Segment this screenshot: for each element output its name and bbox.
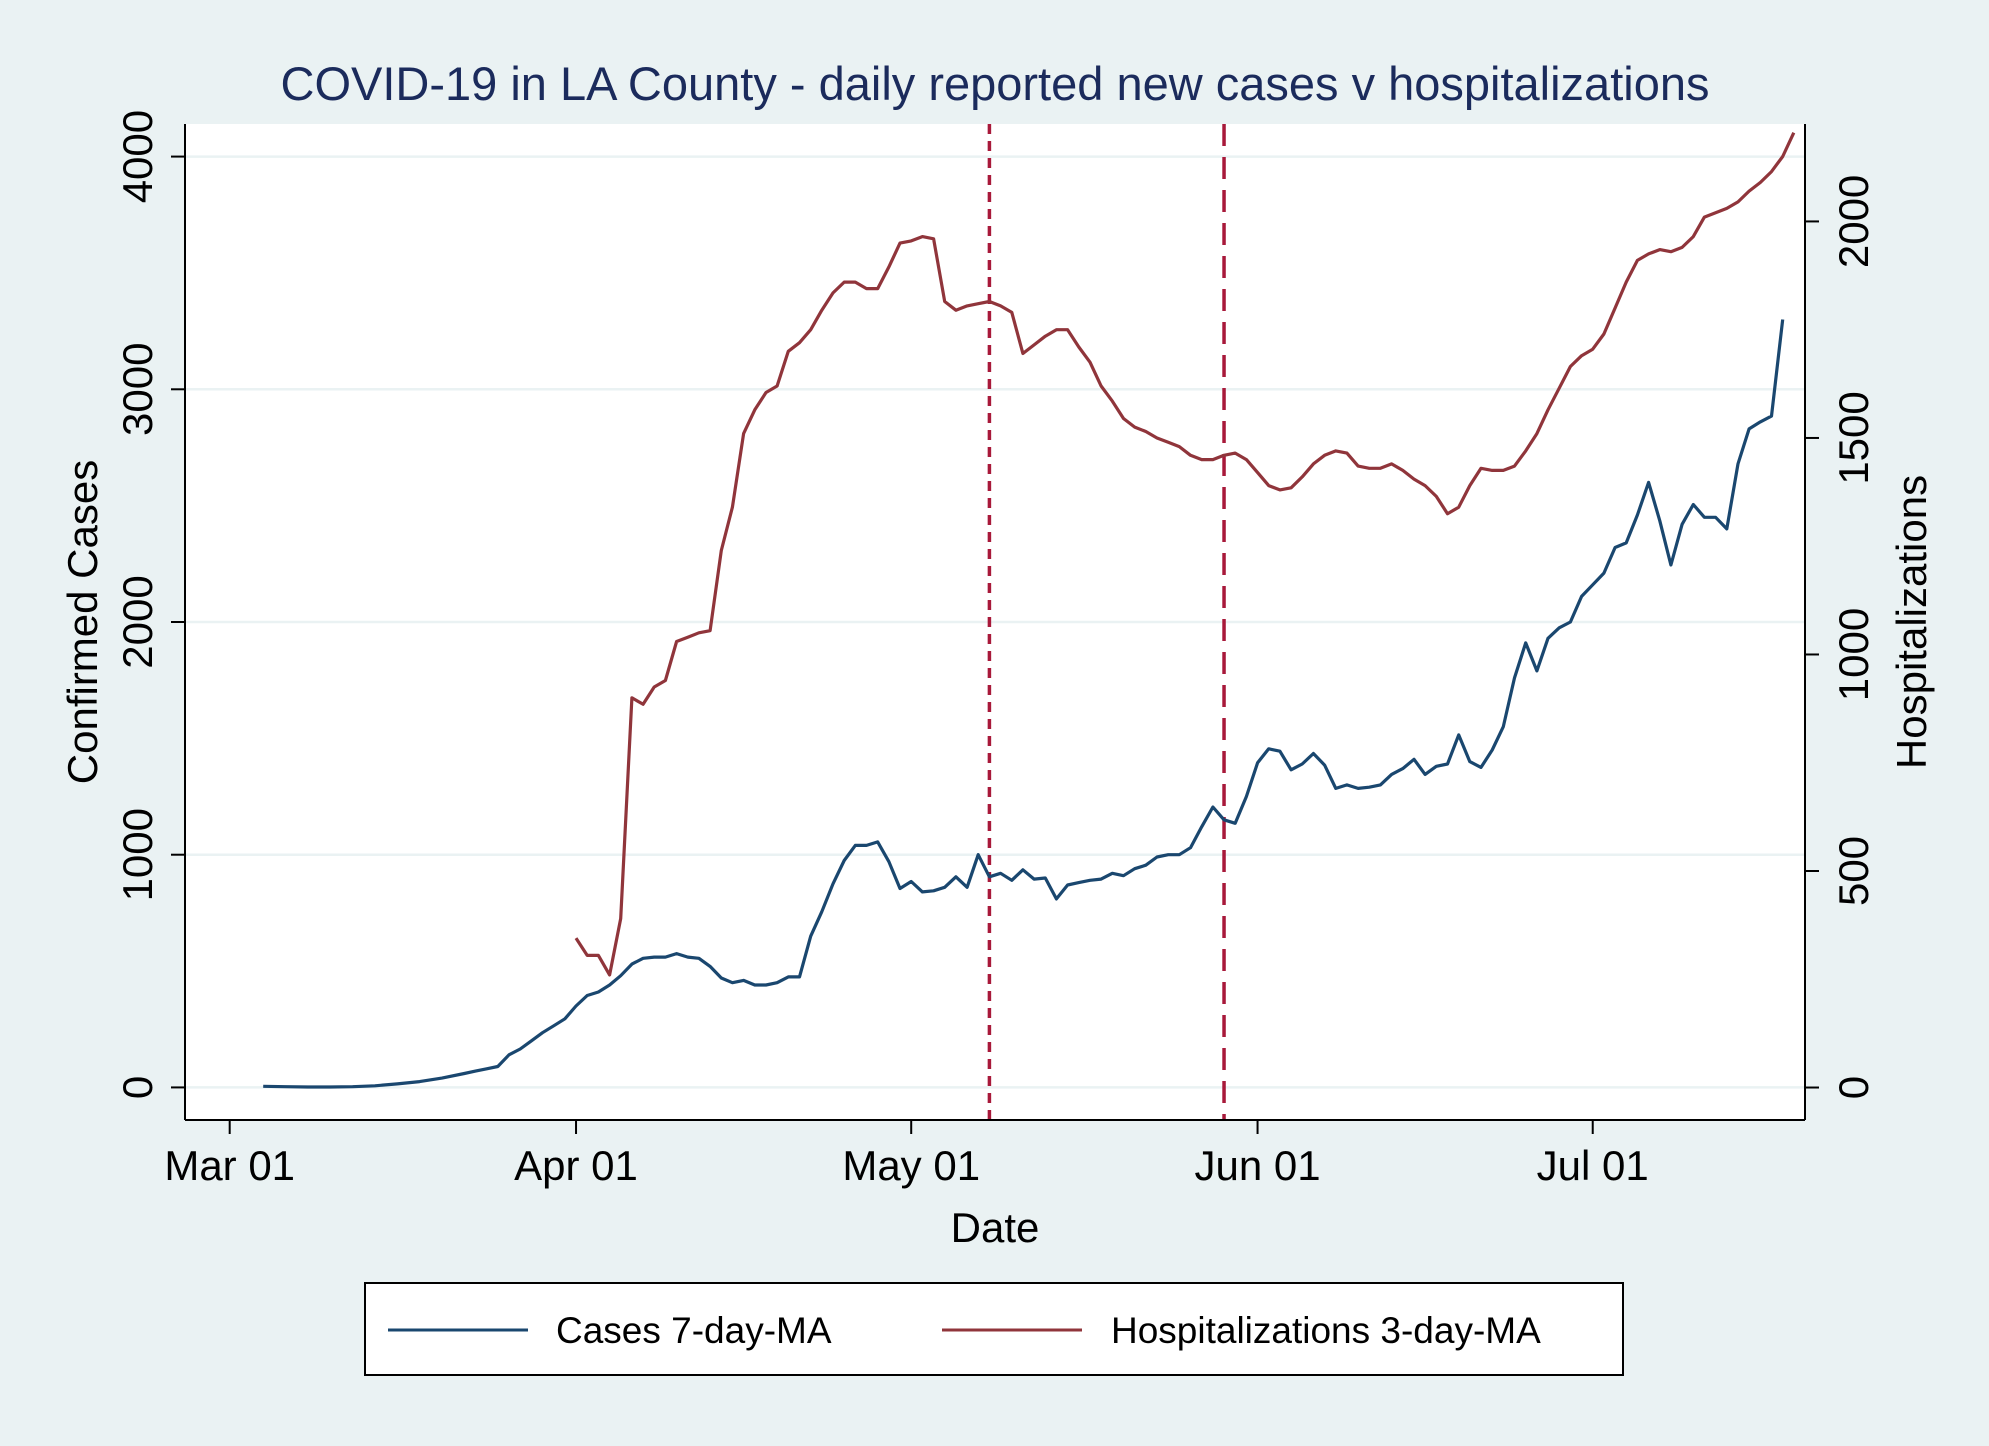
reference-lines — [987, 124, 1226, 1120]
x-tick-label-2020-07-01: Jul 01 — [1537, 1142, 1649, 1189]
x-axis-label: Date — [951, 1204, 1040, 1251]
y2-tick-label-1000: 1000 — [1830, 608, 1877, 701]
x-tick-label-2020-06-01: Jun 01 — [1194, 1142, 1320, 1189]
y-tick-label-0: 0 — [114, 1076, 161, 1099]
axis-ticks: 0 1000 2000 3000 4000 0 500 1000 1500 2000 Mar 01 A… — [114, 110, 1877, 1189]
series-line-cases — [263, 319, 1785, 1089]
legend-label-hospitalizations: Hospitalizations 3-day-MA — [1111, 1310, 1541, 1351]
series-lines — [263, 132, 1796, 1089]
series-line-hospitalizations — [574, 132, 1796, 977]
legend-label-cases: Cases 7-day-MA — [556, 1310, 832, 1351]
legend: Cases 7-day-MA Hospitalizations 3-day-MA — [364, 1282, 1624, 1376]
chart-title: COVID-19 in LA County - daily reported n… — [281, 57, 1710, 110]
y-tick-label-3000: 3000 — [114, 343, 161, 436]
y2-tick-label-1500: 1500 — [1830, 391, 1877, 484]
gridlines — [185, 155, 1805, 1089]
y2-tick-label-0: 0 — [1830, 1076, 1877, 1099]
y2-axis-label: Hospitalizations — [1888, 475, 1935, 769]
y2-tick-label-2000: 2000 — [1830, 175, 1877, 268]
y2-tick-label-500: 500 — [1830, 836, 1877, 906]
y-tick-label-1000: 1000 — [114, 808, 161, 901]
x-tick-label-2020-05-01: May 01 — [842, 1142, 980, 1189]
x-tick-label-2020-04-01: Apr 01 — [514, 1142, 638, 1189]
x-tick-label-2020-03-01: Mar 01 — [164, 1142, 295, 1189]
y-tick-label-2000: 2000 — [114, 575, 161, 668]
y-axis-label: Confirmed Cases — [59, 460, 106, 784]
y-tick-label-4000: 4000 — [114, 110, 161, 203]
